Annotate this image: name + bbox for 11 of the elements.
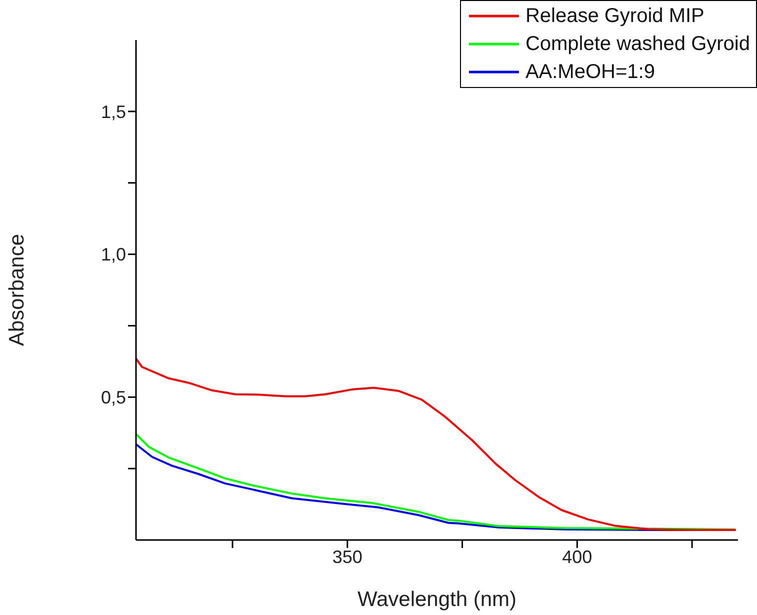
y-tick-label: 1,0 xyxy=(100,244,126,265)
y-tick-label: 1,5 xyxy=(100,102,126,122)
y-tick-label: 0,5 xyxy=(100,388,126,408)
line-series xyxy=(136,358,737,531)
legend-label: Complete washed Gyroid xyxy=(525,32,750,57)
y-axis-title: Absorbance xyxy=(5,234,28,346)
x-tick-label: 350 xyxy=(332,546,362,567)
x-tick-label: 400 xyxy=(562,546,592,567)
legend-label: Release Gyroid MIP xyxy=(525,4,704,29)
x-axis-title: Wavelength (nm) xyxy=(357,588,517,611)
legend-label: AA:MeOH=1:9 xyxy=(525,60,655,85)
